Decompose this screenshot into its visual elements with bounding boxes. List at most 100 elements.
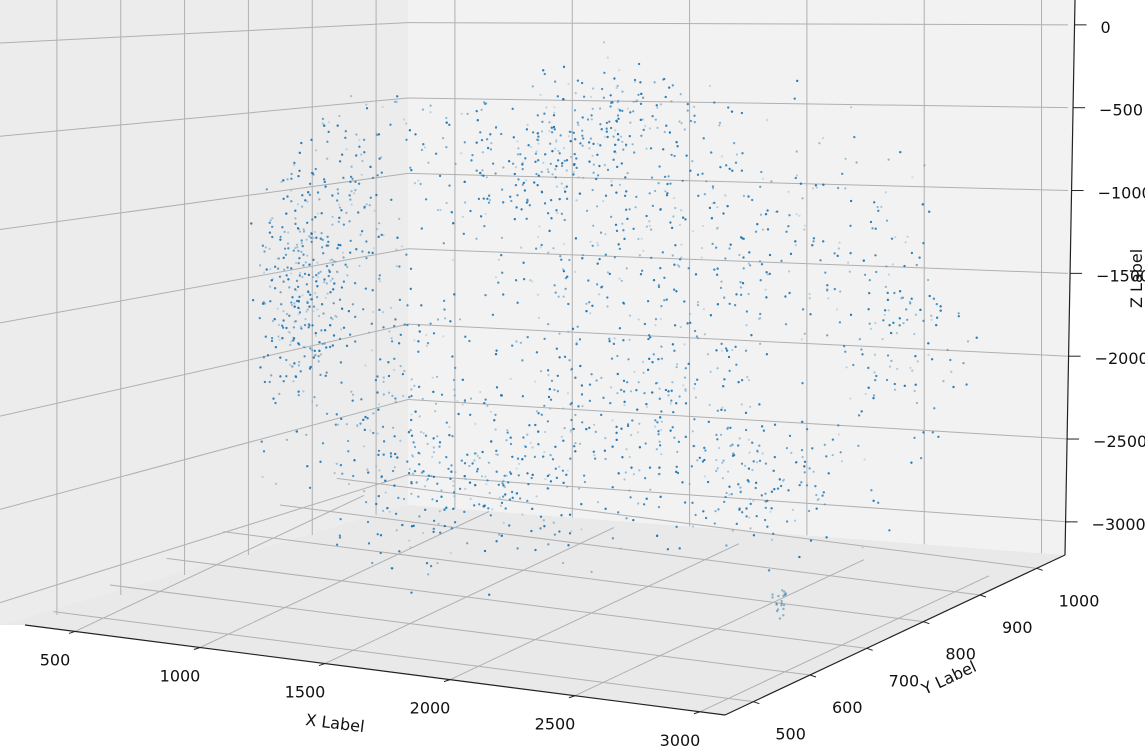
scatter-point (362, 418, 365, 421)
scatter-point (687, 267, 690, 270)
scatter-point (659, 208, 662, 211)
scatter-point (480, 475, 484, 478)
scatter-point (684, 402, 688, 405)
scatter-point (438, 445, 441, 448)
scatter-point (599, 231, 603, 234)
scatter-point (837, 424, 840, 427)
scatter-point (531, 473, 534, 476)
scatter-point (544, 153, 547, 156)
scatter-point (902, 322, 905, 325)
scatter-point (884, 285, 887, 288)
scatter-point (331, 194, 334, 197)
scatter-point (297, 394, 300, 397)
scatter-point (729, 444, 732, 447)
scatter-point (574, 442, 577, 445)
scatter-point (375, 132, 378, 135)
scatter-point (323, 281, 326, 284)
scatter-point (622, 301, 625, 304)
scatter-point (565, 185, 568, 188)
scatter-point (860, 410, 863, 413)
floor-grid-line (199, 511, 490, 648)
scatter-point (555, 185, 559, 188)
scatter-point (521, 513, 524, 516)
scatter-point (379, 358, 382, 361)
scatter-point (713, 268, 716, 271)
scatter-point (619, 135, 623, 138)
scatter-point (585, 302, 588, 305)
scatter-point (453, 388, 456, 391)
scatter-point (517, 147, 520, 150)
scatter-point (619, 109, 622, 112)
scatter-point (707, 420, 710, 423)
scatter-point (588, 301, 591, 304)
scatter-point (286, 178, 289, 181)
scatter-point (630, 466, 633, 469)
scatter-point (615, 191, 618, 194)
scatter-point (327, 130, 330, 133)
scatter-point (864, 273, 867, 276)
scatter-point (711, 242, 714, 245)
scatter-point (351, 177, 354, 180)
scatter-point (442, 335, 445, 338)
scatter-point (673, 349, 676, 352)
scatter-point (512, 136, 515, 139)
scatter-point (356, 424, 359, 427)
scatter-point (617, 117, 620, 120)
scatter-point (500, 254, 503, 257)
scatter-point (261, 244, 264, 247)
scatter-point (338, 203, 341, 206)
scatter-point (350, 190, 353, 193)
scatter-point (679, 258, 682, 261)
scatter-point (935, 324, 938, 327)
scatter-point (293, 337, 296, 340)
scatter-point (605, 127, 608, 130)
scatter-point (409, 166, 412, 169)
scatter-point (542, 455, 545, 458)
scatter-point (321, 246, 324, 249)
scatter-point (290, 189, 293, 192)
scatter-point (329, 279, 332, 282)
scatter-point (563, 242, 566, 245)
scatter-point (436, 482, 439, 485)
scatter-point (675, 402, 678, 405)
scatter-point (604, 437, 607, 440)
scatter-point (776, 210, 779, 213)
scatter-point (659, 103, 663, 106)
scatter-point (399, 439, 402, 442)
scatter-point (572, 173, 575, 176)
scatter-point (488, 491, 491, 495)
scatter-point (580, 503, 583, 506)
scatter-point (720, 408, 723, 411)
scatter-point (899, 151, 902, 154)
scatter-point (766, 118, 769, 122)
scatter-point (692, 444, 695, 448)
scatter-point (526, 336, 529, 339)
scatter-point (930, 318, 933, 321)
scatter-point (282, 197, 285, 200)
scatter-point (723, 409, 727, 412)
scatter-point (302, 228, 305, 231)
scatter-point (861, 546, 864, 549)
scatter-point (671, 254, 674, 257)
scatter-point (716, 226, 719, 229)
scatter-point (788, 291, 791, 295)
scatter-point (761, 425, 764, 428)
scatter-point (616, 114, 620, 117)
scatter-point (430, 474, 433, 477)
scatter-point (628, 314, 632, 317)
left-grid-horizontal (0, 474, 409, 604)
scatter-point (725, 491, 728, 495)
scatter-point (369, 429, 372, 432)
scatter-point (840, 460, 844, 463)
scatter-point (891, 263, 895, 266)
scatter-point (285, 438, 288, 441)
scatter-point (569, 429, 573, 432)
scatter-point (380, 156, 383, 159)
scatter-point (658, 440, 661, 443)
scatter-point (558, 332, 561, 335)
scatter-point (563, 159, 566, 162)
scatter-point (652, 279, 656, 282)
scatter-point (282, 256, 285, 259)
scatter-point (530, 145, 533, 149)
scatter-point (290, 301, 293, 304)
